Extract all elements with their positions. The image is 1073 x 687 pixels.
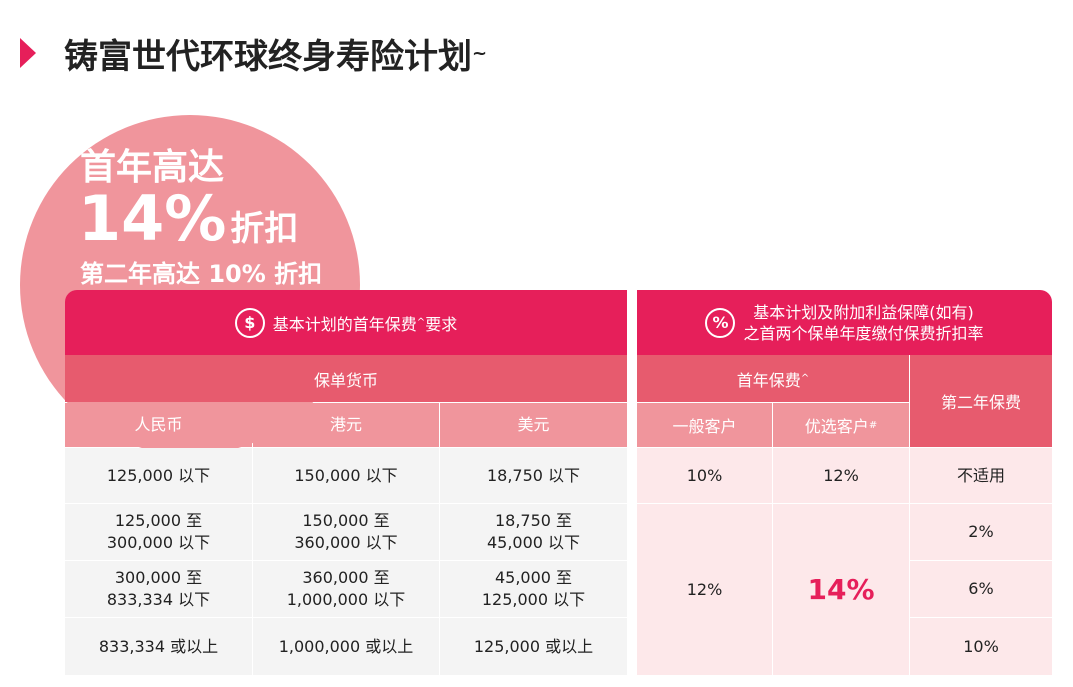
cell: 10%	[637, 448, 772, 503]
cell: 125,000 或以上	[440, 618, 627, 675]
title-text: 铸富世代环球终身寿险计划	[64, 36, 472, 77]
cell: 150,000 至 360,000 以下	[253, 504, 439, 560]
cell: 10%	[910, 618, 1052, 675]
cell: 12%	[637, 504, 772, 675]
cell: 1,000,000 或以上	[253, 618, 439, 675]
col-header: 人民币	[65, 403, 252, 447]
cell: 18,750 以下	[440, 448, 627, 503]
cell: 45,000 至 125,000 以下	[440, 561, 627, 617]
icon: %	[705, 307, 736, 338]
badge-line3: 第二年高达 10% 折扣	[80, 260, 323, 288]
col-header: 美元	[440, 403, 627, 447]
cell: 不适用	[910, 448, 1052, 503]
cell: 360,000 至 1,000,000 以下	[253, 561, 439, 617]
cell: 833,334 或以上	[65, 618, 252, 675]
right-header: % 基本计划及附加利益保障(如有) 之首两个保单年度缴付保费折扣率	[637, 290, 1052, 355]
header-text: 基本计划及附加利益保障(如有)	[753, 302, 974, 322]
second-year-header: 第二年保费	[910, 355, 1052, 447]
header-text: 之首两个保单年度缴付保费折扣率	[743, 323, 984, 343]
col-header: 一般客户	[637, 403, 772, 447]
cell: 12%	[773, 448, 909, 503]
mark: ^	[416, 317, 426, 328]
col-header: 港元	[253, 403, 439, 447]
group-header: 首年保费 ^	[637, 355, 909, 402]
header-text: 优选客户	[804, 417, 869, 436]
badge-line1: 首年高达	[80, 147, 225, 188]
title-marker	[20, 38, 36, 68]
cell: 18,750 至 45,000 以下	[440, 504, 627, 560]
mark: #	[868, 419, 878, 431]
left-header: $ 基本计划的首年保费 ^ 要求	[65, 290, 627, 355]
cell: 150,000 以下	[253, 448, 439, 503]
col-header: 优选客户 #	[773, 403, 909, 447]
badge-suffix: 折扣	[230, 209, 299, 249]
icon: $	[234, 307, 265, 338]
header-text: 基本计划的首年保费	[272, 314, 417, 334]
title-mark: ~	[472, 42, 488, 64]
badge-big: 14%	[78, 182, 227, 255]
group-header: 保单货币	[65, 355, 627, 402]
cell: 125,000 至 300,000 以下	[65, 504, 252, 560]
badge-line2: 14% 折扣	[78, 182, 298, 255]
cell: 14%	[773, 504, 909, 675]
cell: 300,000 至 833,334 以下	[65, 561, 252, 617]
cell: 6%	[910, 561, 1052, 617]
mark: ^	[800, 373, 810, 384]
header-text: 要求	[425, 314, 458, 334]
title: 铸富世代环球终身寿险计划 ~	[64, 28, 487, 78]
cell: 2%	[910, 504, 1052, 560]
header-text: 首年保费	[736, 370, 801, 390]
cell: 125,000 以下	[65, 448, 252, 503]
